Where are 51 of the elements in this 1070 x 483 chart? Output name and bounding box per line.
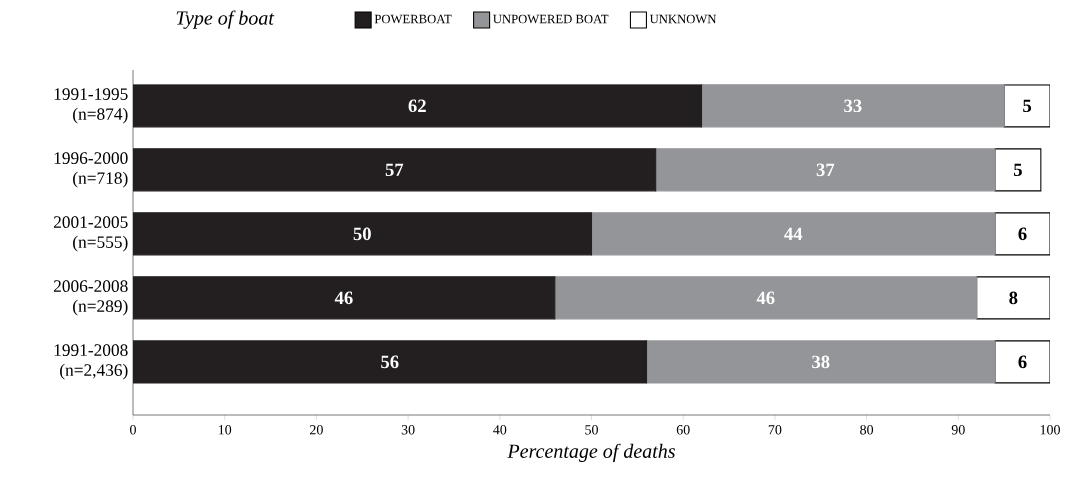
bar bbox=[133, 340, 648, 384]
bar bbox=[994, 340, 1051, 384]
bar bbox=[645, 340, 996, 384]
y-tick-label: 1991-1995 (n=874) bbox=[54, 88, 128, 124]
bar bbox=[133, 148, 657, 192]
x-tick-label: 100 bbox=[1040, 425, 1060, 435]
data-label: 46 bbox=[334, 291, 353, 305]
data-label: 5 bbox=[1023, 99, 1032, 113]
legend-label: POWERBOAT bbox=[374, 14, 452, 24]
data-label: 50 bbox=[353, 227, 371, 241]
data-label: 56 bbox=[381, 355, 399, 369]
x-tick-label: 90 bbox=[951, 425, 965, 435]
x-tick-label: 60 bbox=[676, 425, 690, 435]
legend-label: UNKNOWN bbox=[649, 14, 717, 24]
x-tick-label: 0 bbox=[130, 425, 136, 435]
bar bbox=[1003, 84, 1051, 128]
x-tick-label: 80 bbox=[860, 425, 874, 435]
data-label: 44 bbox=[784, 227, 803, 240]
bar bbox=[590, 212, 996, 256]
legend-title: Type of boat bbox=[176, 10, 275, 29]
data-label: 6 bbox=[1018, 355, 1027, 369]
data-label: 62 bbox=[408, 99, 426, 113]
x-tick-label: 70 bbox=[768, 425, 782, 435]
x-tick-label: 50 bbox=[585, 425, 598, 435]
x-tick-label: 20 bbox=[310, 425, 323, 435]
y-tick-label: 2006-2008 (n=289) bbox=[53, 280, 128, 316]
data-label: 8 bbox=[1009, 291, 1018, 305]
legend-label: UNPOWERED BOAT bbox=[493, 14, 609, 24]
y-tick-label: 1991-2008 (n=2,436) bbox=[54, 344, 128, 380]
x-tick-label: 40 bbox=[493, 425, 507, 435]
data-label: 33 bbox=[844, 99, 862, 113]
x-tick-label: 30 bbox=[401, 425, 415, 435]
bar bbox=[976, 276, 1051, 320]
bar bbox=[133, 84, 703, 128]
data-label: 37 bbox=[816, 163, 835, 177]
bar bbox=[655, 148, 996, 192]
bar bbox=[701, 84, 1005, 128]
bar bbox=[133, 212, 593, 256]
y-tick-label: 2001-2005 (n=555) bbox=[53, 216, 128, 252]
bar bbox=[554, 276, 978, 320]
data-label: 5 bbox=[1014, 163, 1022, 177]
data-label: 57 bbox=[385, 163, 404, 177]
bar bbox=[994, 212, 1051, 256]
data-label: 46 bbox=[756, 291, 775, 305]
bar bbox=[133, 276, 556, 320]
data-label: 38 bbox=[812, 355, 830, 369]
x-axis-title: Percentage of deaths bbox=[507, 443, 675, 462]
data-label: 6 bbox=[1018, 227, 1027, 241]
bar bbox=[994, 148, 1042, 192]
x-tick-label: 10 bbox=[218, 425, 232, 435]
y-tick-label: 1996-2000 (n=718) bbox=[54, 152, 128, 188]
